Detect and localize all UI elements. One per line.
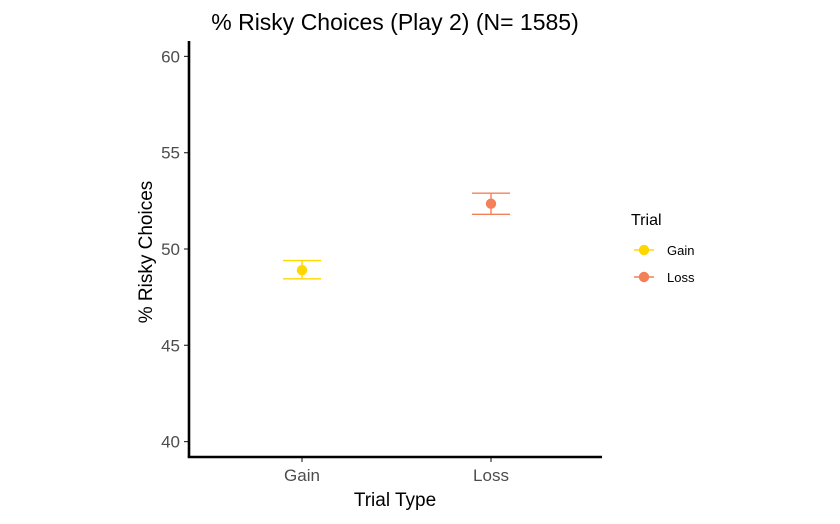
- legend-item-label: Gain: [667, 243, 694, 258]
- legend-key-point: [638, 271, 650, 283]
- x-axis-ticks: Gain Loss: [284, 457, 509, 485]
- data-point-loss: [485, 198, 497, 209]
- error-bar-gain: [283, 259, 321, 280]
- legend-item-gain: Gain: [634, 243, 694, 258]
- legend: Trial Gain Loss: [631, 212, 695, 285]
- legend-item-loss: Loss: [634, 270, 695, 285]
- y-tick-label: 40: [161, 433, 180, 452]
- data-point-gain: [296, 264, 308, 276]
- y-tick-label: 55: [161, 144, 180, 163]
- y-tick-label: 50: [161, 240, 180, 259]
- data-marks: [283, 192, 510, 280]
- legend-item-label: Loss: [667, 270, 695, 285]
- legend-title: Trial: [631, 212, 662, 229]
- y-axis-ticks: 40 45 50 55 60: [161, 47, 189, 452]
- legend-key-point: [638, 244, 650, 256]
- y-tick-label: 45: [161, 336, 180, 355]
- chart-title: % Risky Choices (Play 2) (N= 1585): [211, 9, 578, 35]
- x-tick-label: Loss: [473, 466, 509, 485]
- legend-items: Gain Loss: [634, 243, 695, 285]
- x-axis-label: Trial Type: [354, 490, 436, 511]
- y-tick-label: 60: [161, 47, 180, 66]
- x-tick-label: Gain: [284, 466, 320, 485]
- error-bar-loss: [472, 192, 510, 216]
- y-axis-label: % Risky Choices: [136, 181, 157, 324]
